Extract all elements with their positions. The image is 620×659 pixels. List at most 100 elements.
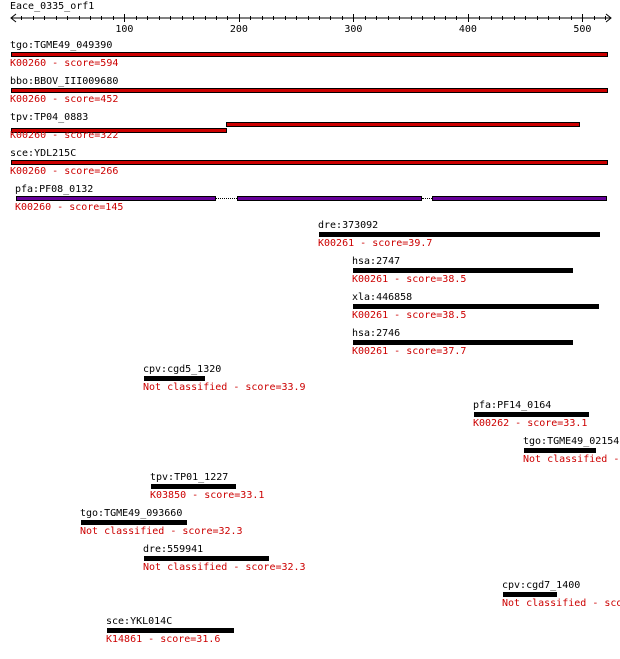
hit-score: score=322 (64, 130, 119, 141)
hit-score: score=594 (64, 58, 119, 69)
hit-score-label: K00261 - score=38.5 (352, 274, 466, 286)
ruler-tick-label: 100 (115, 24, 133, 35)
hit-score-label: Not classified - score=32.3 (143, 562, 306, 574)
hit-alignment-bar (107, 628, 234, 633)
hit-ortholog: Not classified (143, 562, 228, 573)
hit-ortholog: K03850 (150, 490, 187, 501)
hit-gap-dotted-line (216, 198, 237, 199)
hit-gap-dotted-line (422, 198, 432, 199)
hit-ortholog: K00260 (10, 94, 47, 105)
hit-separator: - (164, 526, 183, 537)
hit-gene-label: sce:YDL215C (10, 148, 77, 159)
hit-alignment-bar (151, 484, 236, 489)
hit-separator: - (388, 310, 407, 321)
hit-alignment-bar (11, 52, 608, 57)
hit-gene-label: bbo:BBOV_III009680 (10, 76, 119, 87)
ruler-tick-label: 300 (344, 24, 362, 35)
hit-separator: - (46, 94, 65, 105)
hit-score: score=33.1 (527, 418, 588, 429)
hit-score-label: K00260 - score=322 (10, 130, 118, 142)
hit-alignment-bar (11, 128, 227, 133)
ruler-tick-label: 400 (459, 24, 477, 35)
hit-score: score=37.7 (406, 346, 467, 357)
ruler-tick-label: 200 (230, 24, 248, 35)
hit-alignment-bar (144, 556, 269, 561)
hit-separator: - (227, 382, 246, 393)
hit-score: score=32.0 (604, 598, 620, 609)
hit-ortholog: Not classified (143, 382, 228, 393)
hit-ortholog: K00260 (10, 130, 47, 141)
hit-alignment-bar (11, 88, 608, 93)
hit-separator: - (586, 598, 605, 609)
hit-score: score=145 (69, 202, 124, 213)
hit-gene-label: pfa:PF14_0164 (473, 400, 552, 411)
hit-ortholog: K00260 (10, 58, 47, 69)
hit-separator: - (51, 202, 70, 213)
hit-score: score=452 (64, 94, 119, 105)
hit-score: score=32.3 (245, 562, 306, 573)
hit-alignment-bar (319, 232, 600, 237)
hit-score-label: Not classified - score=32.0 (502, 598, 620, 610)
hit-separator: - (46, 130, 65, 141)
hit-alignment-bar (237, 196, 422, 201)
hit-ortholog: K00261 (318, 238, 355, 249)
hit-gene-label: tgo:TGME49_049390 (10, 40, 113, 51)
hit-alignment-bar (432, 196, 607, 201)
hit-score: score=38.5 (406, 310, 467, 321)
hit-gene-label: cpv:cgd7_1400 (502, 580, 581, 591)
hit-gene-label: tgo:TGME49_021540 (523, 436, 620, 447)
hit-alignment-bar (474, 412, 589, 417)
hit-score: score=39.7 (372, 238, 433, 249)
hit-score: score=33.9 (245, 382, 306, 393)
hit-gene-label: sce:YKL014C (106, 616, 173, 627)
hit-separator: - (142, 634, 161, 645)
hit-score-label: K00261 - score=38.5 (352, 310, 466, 322)
hit-ortholog: K00260 (10, 166, 47, 177)
hit-score-label: Not classified - score=32.0 (523, 454, 620, 466)
hit-gene-label: dre:373092 (318, 220, 379, 231)
hit-alignment-bar (226, 122, 580, 127)
hit-alignment-bar (353, 268, 573, 273)
hit-separator: - (227, 562, 246, 573)
hit-ortholog: K00261 (352, 310, 389, 321)
hit-ortholog: K00261 (352, 346, 389, 357)
hit-score-label: K00260 - score=145 (15, 202, 123, 214)
hit-gene-label: xla:446858 (352, 292, 413, 303)
position-ruler: 100 200 300 400 500 (10, 13, 612, 35)
hit-score-label: K00260 - score=594 (10, 58, 118, 70)
hit-score-label: K00261 - score=39.7 (318, 238, 432, 250)
hit-alignment-bar (353, 340, 573, 345)
hit-alignment-bar (503, 592, 557, 597)
hit-ortholog: Not classified (523, 454, 608, 465)
hit-score-label: K03850 - score=33.1 (150, 490, 264, 502)
hit-ortholog: Not classified (502, 598, 587, 609)
hit-separator: - (46, 58, 65, 69)
hit-separator: - (354, 238, 373, 249)
hit-gene-label: dre:559941 (143, 544, 204, 555)
hit-score-label: K00260 - score=452 (10, 94, 118, 106)
hit-alignment-bar (11, 160, 608, 165)
hit-ortholog: Not classified (80, 526, 165, 537)
hit-ortholog: K00260 (15, 202, 52, 213)
hit-score: score=31.6 (160, 634, 221, 645)
hit-separator: - (613, 454, 620, 465)
hit-score-label: K00261 - score=37.7 (352, 346, 466, 358)
hit-alignment-bar (16, 196, 216, 201)
hit-score: score=33.1 (204, 490, 265, 501)
hit-separator: - (186, 490, 205, 501)
hit-score: score=38.5 (406, 274, 467, 285)
hit-score-label: Not classified - score=32.3 (80, 526, 243, 538)
hit-score: score=266 (64, 166, 119, 177)
hit-separator: - (509, 418, 528, 429)
hit-separator: - (388, 346, 407, 357)
hit-gene-label: tpv:TP04_0883 (10, 112, 89, 123)
hit-gene-label: hsa:2746 (352, 328, 401, 339)
hit-gene-label: cpv:cgd5_1320 (143, 364, 222, 375)
hit-separator: - (46, 166, 65, 177)
hit-score-label: K14861 - score=31.6 (106, 634, 220, 646)
ruler-tick-label: 500 (573, 24, 591, 35)
hit-alignment-bar (524, 448, 596, 453)
hit-ortholog: K00261 (352, 274, 389, 285)
query-title: Eace_0335_orf1 (10, 1, 95, 12)
hit-separator: - (388, 274, 407, 285)
